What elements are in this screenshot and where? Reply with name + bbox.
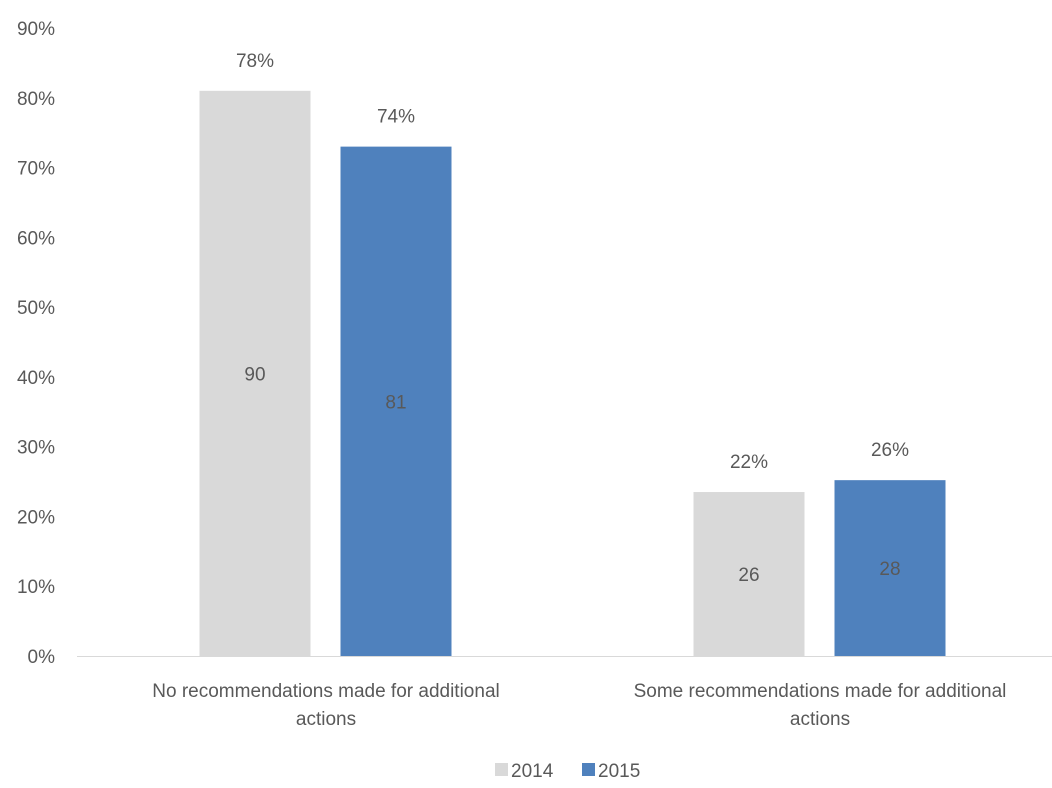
bar-2015-1 [834,480,946,656]
legend-swatch-2014 [495,763,508,776]
y-tick-label: 30% [17,438,55,459]
category-label: No recommendations made for additional [152,681,499,702]
y-tick-label: 70% [17,159,55,180]
data-labels: 78% 90 22% 26 74% 81 26% 28 [236,51,909,586]
category-label: actions [790,709,850,730]
bar-top-label: 78% [236,51,274,72]
bar-top-label: 74% [377,107,415,128]
bar-top-label: 26% [871,440,909,461]
legend: 2014 2015 [495,761,640,782]
legend-label: 2014 [511,761,554,782]
category-label: Some recommendations made for additional [634,681,1007,702]
y-tick-label: 40% [17,368,55,389]
bar-2014-1 [693,492,805,656]
bar-2014-0 [199,90,311,657]
bar-inside-label: 28 [879,559,900,580]
y-tick-label: 60% [17,228,55,249]
y-tick-label: 80% [17,89,55,110]
bar-inside-label: 90 [244,364,265,385]
bars [199,90,946,657]
y-tick-label: 0% [28,647,56,668]
legend-swatch-2015 [582,763,595,776]
legend-label: 2015 [598,761,640,782]
category-label: actions [296,709,356,730]
y-tick-label: 50% [17,298,55,319]
y-tick-label: 90% [17,19,55,40]
bar-top-label: 22% [730,452,768,473]
bar-inside-label: 26 [738,565,759,586]
y-tick-label: 10% [17,577,55,598]
x-axis: No recommendations made for additional ac… [77,656,1052,730]
y-tick-label: 20% [17,507,55,528]
bar-inside-label: 81 [385,392,406,413]
bar-2015-0 [340,146,452,656]
y-axis: 0% 10% 20% 30% 40% 50% 60% 70% 80% 90% [17,19,55,668]
